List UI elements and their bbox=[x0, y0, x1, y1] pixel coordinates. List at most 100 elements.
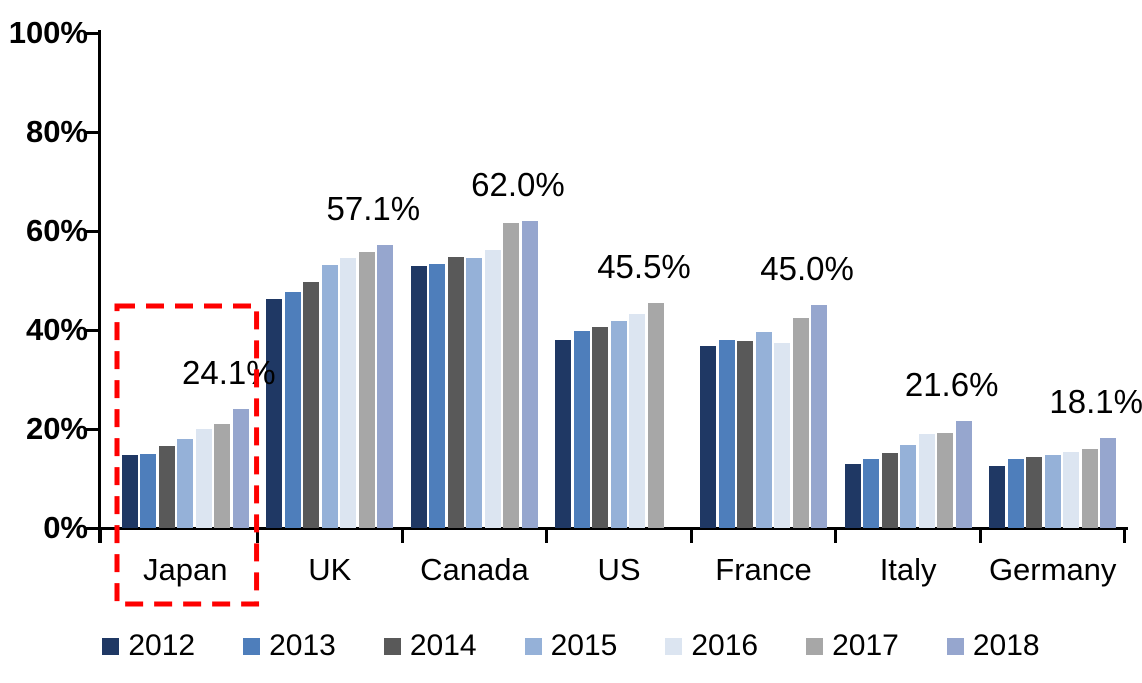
legend-item-2017: 2017 bbox=[806, 630, 899, 662]
x-axis-tick bbox=[978, 529, 982, 543]
bar-canada-2016 bbox=[484, 249, 501, 528]
bar-canada-2012 bbox=[410, 265, 427, 528]
bar-france-2012 bbox=[700, 346, 717, 528]
bar-japan-2012 bbox=[121, 454, 138, 528]
bar-uk-2013 bbox=[284, 291, 301, 528]
y-axis-label: 40% bbox=[25, 312, 88, 347]
value-label-france: 45.0% bbox=[760, 250, 854, 288]
legend-label: 2016 bbox=[691, 629, 759, 662]
bar-france-2016 bbox=[774, 342, 791, 528]
bar-france-2018 bbox=[811, 305, 828, 528]
bar-uk-2015 bbox=[321, 265, 338, 528]
bar-canada-2015 bbox=[466, 257, 483, 528]
legend-swatch-icon bbox=[102, 637, 120, 655]
bar-canada-2013 bbox=[429, 264, 446, 528]
bar-uk-2014 bbox=[303, 281, 320, 528]
bar-france-2015 bbox=[755, 332, 772, 528]
bar-italy-2015 bbox=[900, 445, 917, 528]
value-label-germany: 18.1% bbox=[1049, 383, 1142, 421]
bar-us-2014 bbox=[592, 326, 609, 528]
legend: 2012 2013 2014 2015 2016 2017 2018 bbox=[0, 630, 1142, 662]
x-axis bbox=[98, 527, 1128, 530]
bar-group-italy bbox=[836, 33, 981, 528]
y-axis-tick bbox=[86, 130, 99, 134]
bar-italy-2012 bbox=[844, 463, 861, 528]
value-label-uk: 57.1% bbox=[326, 190, 421, 228]
bar-uk-2017 bbox=[358, 252, 375, 528]
category-label-uk: UK bbox=[308, 552, 352, 587]
x-axis-tick bbox=[545, 529, 549, 543]
bar-group-canada bbox=[402, 33, 547, 528]
legend-label: 2015 bbox=[550, 629, 618, 662]
y-axis-tick bbox=[86, 31, 99, 35]
legend-label: 2017 bbox=[832, 629, 899, 662]
legend-label: 2018 bbox=[972, 629, 1040, 662]
bar-italy-2017 bbox=[937, 433, 954, 528]
y-axis-label: 100% bbox=[8, 15, 88, 50]
category-label-germany: Germany bbox=[988, 552, 1117, 587]
bar-japan-2014 bbox=[158, 445, 175, 528]
legend-swatch-icon bbox=[946, 637, 964, 655]
legend-item-2015: 2015 bbox=[524, 629, 618, 662]
legend-item-2014: 2014 bbox=[383, 630, 477, 662]
bar-group-uk bbox=[258, 33, 403, 528]
value-label-canada: 62.0% bbox=[471, 166, 565, 204]
bar-canada-2017 bbox=[503, 223, 520, 528]
x-axis-tick bbox=[98, 529, 102, 543]
bar-us-2015 bbox=[610, 321, 627, 528]
legend-label: 2013 bbox=[269, 629, 336, 662]
legend-label: 2012 bbox=[128, 629, 196, 662]
bar-germany-2017 bbox=[1081, 449, 1098, 528]
bar-uk-2016 bbox=[340, 257, 357, 528]
y-axis-tick bbox=[86, 526, 99, 530]
legend-item-2013: 2013 bbox=[243, 630, 336, 662]
bar-germany-2018 bbox=[1100, 438, 1117, 528]
x-axis-tick bbox=[400, 529, 404, 543]
bar-italy-2018 bbox=[955, 421, 972, 528]
bar-germany-2016 bbox=[1063, 452, 1080, 528]
y-axis-label: 80% bbox=[25, 114, 88, 149]
category-label-japan: Japan bbox=[143, 552, 228, 587]
y-axis-tick bbox=[86, 328, 99, 332]
category-label-france: France bbox=[715, 552, 812, 587]
bar-italy-2013 bbox=[863, 458, 880, 528]
y-axis-tick bbox=[86, 229, 99, 233]
legend-swatch-icon bbox=[243, 637, 261, 655]
bar-group-germany bbox=[980, 33, 1125, 528]
legend-item-2016: 2016 bbox=[665, 630, 758, 662]
bar-japan-2013 bbox=[140, 453, 157, 528]
category-label-canada: Canada bbox=[420, 552, 529, 587]
x-axis-tick bbox=[834, 529, 838, 543]
bar-germany-2013 bbox=[1007, 459, 1024, 528]
bar-canada-2014 bbox=[447, 256, 464, 528]
bar-group-us bbox=[547, 33, 692, 528]
bar-japan-2016 bbox=[195, 429, 212, 528]
bar-us-2017 bbox=[647, 302, 664, 528]
y-axis bbox=[98, 30, 101, 543]
bar-us-2013 bbox=[573, 331, 590, 528]
bar-group-france bbox=[691, 33, 836, 528]
bar-germany-2014 bbox=[1026, 457, 1043, 528]
value-label-us: 45.5% bbox=[597, 247, 691, 285]
bar-us-2012 bbox=[555, 339, 572, 528]
bar-japan-2018 bbox=[232, 408, 249, 528]
bar-france-2013 bbox=[718, 340, 735, 528]
bar-japan-2015 bbox=[177, 438, 194, 528]
legend-item-2012: 2012 bbox=[102, 630, 195, 662]
bar-canada-2018 bbox=[521, 221, 538, 528]
value-label-japan: 24.1% bbox=[181, 353, 276, 391]
bar-france-2014 bbox=[737, 340, 754, 528]
y-axis-label: 60% bbox=[25, 213, 88, 248]
y-axis-tick bbox=[86, 427, 99, 431]
bar-uk-2012 bbox=[266, 299, 283, 528]
bar-italy-2016 bbox=[918, 434, 935, 528]
value-label-italy: 21.6% bbox=[904, 366, 999, 404]
y-axis-label: 0% bbox=[43, 510, 88, 545]
x-axis-tick bbox=[689, 529, 693, 543]
bar-uk-2018 bbox=[377, 245, 394, 528]
legend-swatch-icon bbox=[524, 637, 542, 655]
legend-swatch-icon bbox=[383, 637, 401, 655]
bar-group-japan bbox=[113, 33, 258, 528]
bar-italy-2014 bbox=[881, 453, 898, 528]
